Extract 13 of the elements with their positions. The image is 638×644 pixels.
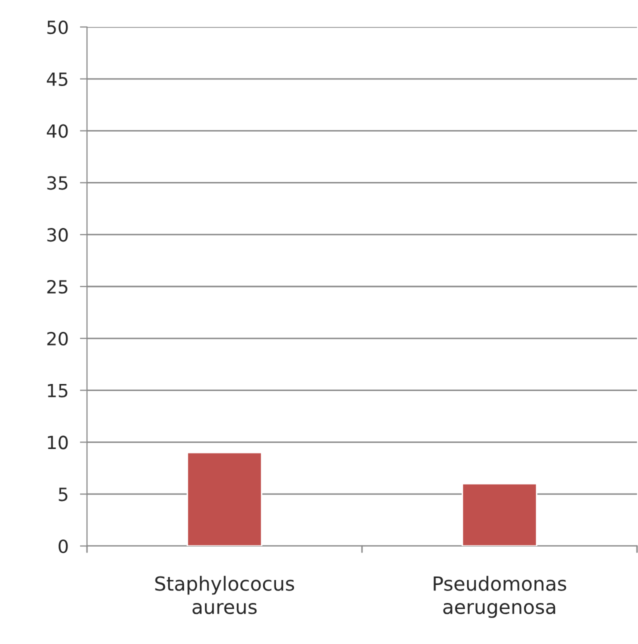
y-tick-label: 5 xyxy=(58,488,68,502)
x-tick-label: Pseudomonas aerugenosa xyxy=(434,576,566,618)
y-tick-label: 0 xyxy=(58,539,68,554)
y-tick-label: 30 xyxy=(47,228,68,242)
y-tick-label: 50 xyxy=(47,20,68,34)
y-tick-label: 10 xyxy=(48,436,68,450)
y-tick-label: 25 xyxy=(47,280,68,294)
y-tick-label: 20 xyxy=(47,332,68,346)
y-tick-label: 35 xyxy=(47,176,68,190)
x-tick-label: Staphylococus aureus xyxy=(155,576,294,614)
y-tick-label: 15 xyxy=(48,384,68,398)
y-tick-label: 45 xyxy=(46,72,68,86)
y-tick-label: 40 xyxy=(46,124,68,138)
